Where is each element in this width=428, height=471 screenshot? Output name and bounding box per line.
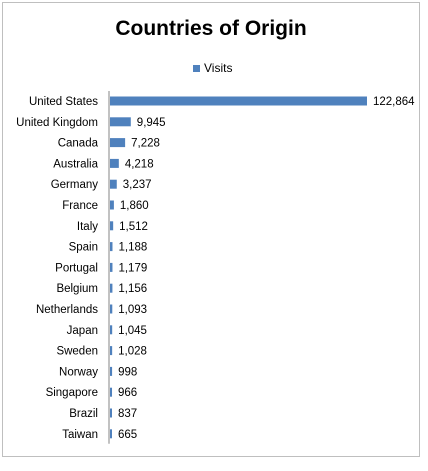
- bar: [110, 346, 113, 356]
- category-label: Belgium: [56, 283, 98, 295]
- chart-title: Countries of Origin: [115, 17, 307, 40]
- category-label: Portugal: [55, 262, 98, 274]
- data-label: 9,945: [137, 117, 166, 129]
- bar: [110, 242, 113, 252]
- data-label: 7,228: [131, 138, 160, 150]
- bar: [110, 138, 126, 148]
- legend-label: Visits: [204, 61, 233, 75]
- bar: [110, 96, 367, 106]
- category-label: Singapore: [46, 387, 98, 399]
- category-label: Netherlands: [36, 304, 98, 316]
- category-label: United States: [29, 96, 98, 108]
- category-label: Italy: [77, 221, 98, 233]
- bar: [110, 387, 113, 397]
- bar: [110, 221, 114, 231]
- data-label: 4,218: [125, 158, 154, 170]
- bar: [110, 158, 119, 168]
- category-label: United Kingdom: [16, 117, 98, 129]
- category-label: Spain: [69, 242, 98, 254]
- bar: [110, 304, 113, 314]
- bar: [110, 262, 113, 272]
- bar: [110, 325, 113, 335]
- data-label: 1,512: [119, 221, 148, 233]
- category-label: Taiwan: [62, 429, 98, 441]
- data-label: 1,179: [118, 262, 147, 274]
- category-label: France: [62, 200, 98, 212]
- data-label: 122,864: [373, 96, 415, 108]
- bar: [110, 408, 112, 418]
- data-label: 1,156: [118, 283, 147, 295]
- category-label: Brazil: [69, 408, 98, 420]
- chart-legend: Visits: [193, 61, 232, 75]
- data-label: 998: [118, 366, 137, 378]
- chart-frame: Countries of Origin Visits: [2, 2, 420, 457]
- bar: [110, 429, 112, 439]
- category-label: Canada: [58, 138, 99, 150]
- data-label: 1,028: [118, 346, 147, 358]
- data-label: 1,045: [118, 325, 147, 337]
- category-label: Sweden: [56, 346, 98, 358]
- data-label: 966: [118, 387, 137, 399]
- data-label: 1,860: [120, 200, 149, 212]
- bar: [110, 200, 114, 210]
- data-label: 3,237: [123, 179, 152, 191]
- data-label: 1,093: [118, 304, 147, 316]
- bar: [110, 179, 117, 189]
- category-label: Norway: [59, 366, 98, 378]
- category-label: Japan: [67, 325, 98, 337]
- bar: [110, 366, 113, 376]
- data-label: 837: [118, 408, 137, 420]
- category-label: Australia: [53, 158, 98, 170]
- data-label: 1,188: [118, 242, 147, 254]
- data-label: 665: [118, 429, 137, 441]
- category-label: Germany: [51, 179, 99, 191]
- bar: [110, 283, 113, 293]
- bar: [110, 117, 131, 127]
- legend-swatch: [193, 64, 200, 72]
